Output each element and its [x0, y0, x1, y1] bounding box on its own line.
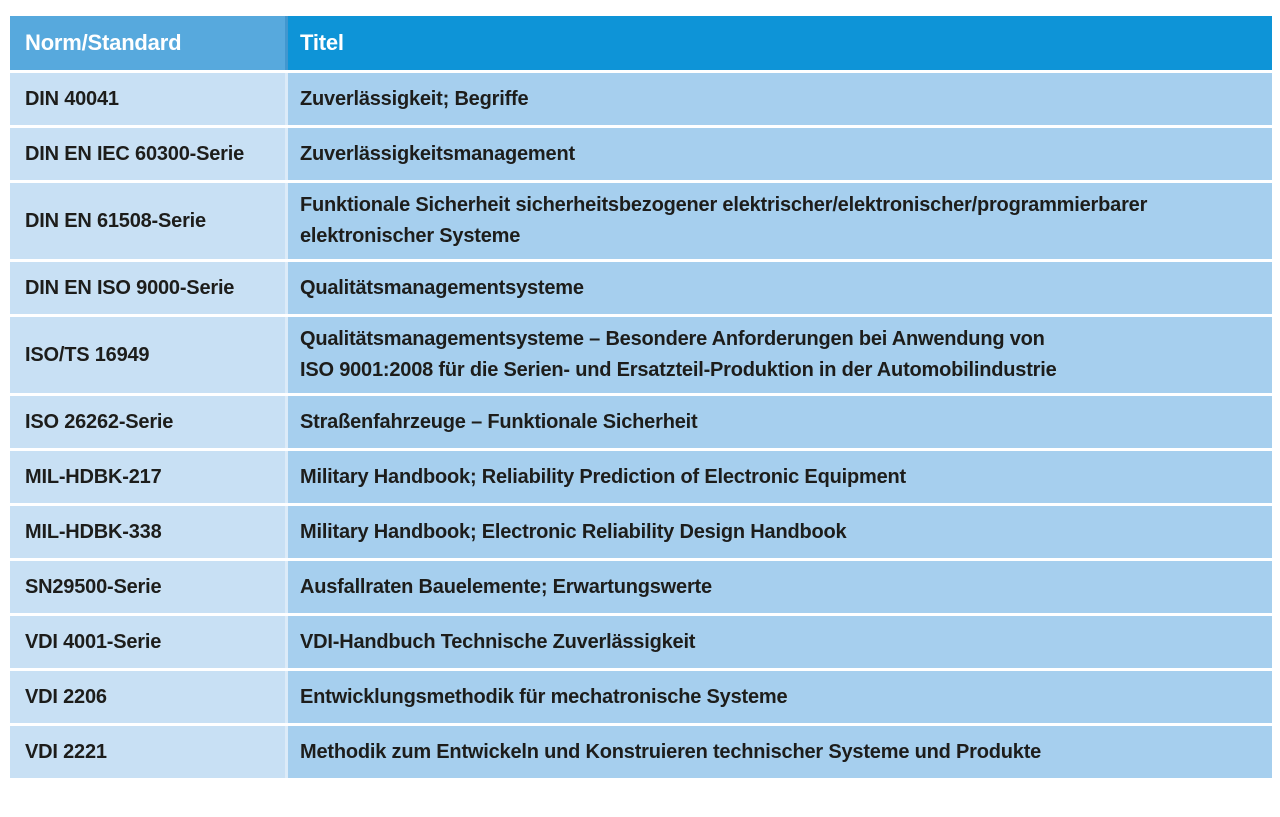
titel-cell: Zuverlässigkeit; Begriffe: [288, 73, 1272, 125]
norm-cell: VDI 4001-Serie: [10, 616, 285, 668]
titel-text: Qualitätsmanagementsysteme: [300, 276, 584, 299]
column-divider: [285, 396, 288, 448]
titel-text: VDI-Handbuch Technische Zuverlässigkeit: [300, 630, 696, 653]
norm-cell: MIL-HDBK-217: [10, 451, 285, 503]
header-row: Norm/Standard Titel: [10, 16, 1272, 70]
column-divider: [285, 262, 288, 314]
norm-text: DIN 40041: [25, 87, 119, 110]
table-row: VDI 2221 Methodik zum Entwickeln und Kon…: [10, 726, 1272, 778]
column-divider: [285, 561, 288, 613]
norm-text: MIL-HDBK-338: [25, 520, 162, 543]
norm-cell: DIN EN ISO 9000-Serie: [10, 262, 285, 314]
table-row: ISO/TS 16949 Qualitätsmanagementsysteme …: [10, 317, 1272, 393]
standards-table: Norm/Standard Titel DIN 40041 Zuverlässi…: [10, 16, 1272, 778]
norm-cell: DIN EN 61508-Serie: [10, 183, 285, 259]
column-divider: [285, 73, 288, 125]
table-row: MIL-HDBK-217 Military Handbook; Reliabil…: [10, 451, 1272, 503]
norm-cell: SN29500-Serie: [10, 561, 285, 613]
titel-text: Ausfallraten Bauelemente; Erwartungswert…: [300, 575, 712, 598]
table-row: VDI 2206 Entwicklungsmethodik für mechat…: [10, 671, 1272, 723]
norm-cell: VDI 2221: [10, 726, 285, 778]
norm-cell: ISO/TS 16949: [10, 317, 285, 393]
titel-cell: Zuverlässigkeitsmanagement: [288, 128, 1272, 180]
norm-cell: VDI 2206: [10, 671, 285, 723]
norm-text: ISO 26262-Serie: [25, 410, 174, 433]
titel-cell: Military Handbook; Reliability Predictio…: [288, 451, 1272, 503]
titel-text: Zuverlässigkeit; Begriffe: [300, 87, 529, 110]
norm-text: VDI 2221: [25, 740, 107, 763]
table-body: DIN 40041 Zuverlässigkeit; Begriffe DIN …: [10, 73, 1272, 778]
table-row: DIN EN 61508-Serie Funktionale Sicherhei…: [10, 183, 1272, 259]
table-row: ISO 26262-Serie Straßenfahrzeuge – Funkt…: [10, 396, 1272, 448]
titel-text: Military Handbook; Electronic Reliabilit…: [300, 520, 847, 543]
titel-cell: Entwicklungsmethodik für mechatronische …: [288, 671, 1272, 723]
norm-text: VDI 4001-Serie: [25, 630, 162, 653]
column-divider: [285, 183, 288, 259]
norm-text: DIN EN 61508-Serie: [25, 209, 206, 232]
header-cell-titel: Titel: [288, 16, 1272, 70]
table-row: MIL-HDBK-338 Military Handbook; Electron…: [10, 506, 1272, 558]
column-divider: [285, 451, 288, 503]
norm-text: MIL-HDBK-217: [25, 465, 162, 488]
norm-cell: MIL-HDBK-338: [10, 506, 285, 558]
norm-text: DIN EN IEC 60300-Serie: [25, 142, 245, 165]
titel-text: Funktionale Sicherheit sicherheitsbezoge…: [300, 194, 1148, 247]
titel-cell: Military Handbook; Electronic Reliabilit…: [288, 506, 1272, 558]
column-divider: [285, 616, 288, 668]
column-divider: [285, 506, 288, 558]
column-divider: [285, 128, 288, 180]
column-divider: [285, 671, 288, 723]
table-row: DIN 40041 Zuverlässigkeit; Begriffe: [10, 73, 1272, 125]
norm-cell: DIN 40041: [10, 73, 285, 125]
table-row: SN29500-Serie Ausfallraten Bauelemente; …: [10, 561, 1272, 613]
titel-cell: Ausfallraten Bauelemente; Erwartungswert…: [288, 561, 1272, 613]
header-label-norm-standard: Norm/Standard: [25, 30, 182, 55]
titel-cell: Qualitätsmanagementsysteme: [288, 262, 1272, 314]
titel-text: Zuverlässigkeitsmanagement: [300, 142, 575, 165]
titel-text: Qualitätsmanagementsysteme – Besondere A…: [300, 328, 1057, 381]
titel-text: Entwicklungsmethodik für mechatronische …: [300, 685, 788, 708]
header-cell-norm-standard: Norm/Standard: [10, 16, 285, 70]
titel-cell: Qualitätsmanagementsysteme – Besondere A…: [288, 317, 1272, 393]
titel-text: Straßenfahrzeuge – Funktionale Sicherhei…: [300, 410, 698, 433]
norm-cell: DIN EN IEC 60300-Serie: [10, 128, 285, 180]
norm-text: DIN EN ISO 9000-Serie: [25, 276, 235, 299]
header-label-titel: Titel: [300, 30, 344, 55]
norm-text: VDI 2206: [25, 685, 107, 708]
norm-cell: ISO 26262-Serie: [10, 396, 285, 448]
table-row: DIN EN IEC 60300-Serie Zuverlässigkeitsm…: [10, 128, 1272, 180]
titel-text: Military Handbook; Reliability Predictio…: [300, 465, 906, 488]
titel-cell: VDI-Handbuch Technische Zuverlässigkeit: [288, 616, 1272, 668]
column-divider: [285, 726, 288, 778]
titel-cell: Funktionale Sicherheit sicherheitsbezoge…: [288, 183, 1272, 259]
table-row: VDI 4001-Serie VDI-Handbuch Technische Z…: [10, 616, 1272, 668]
table-row: DIN EN ISO 9000-Serie Qualitätsmanagemen…: [10, 262, 1272, 314]
titel-text: Methodik zum Entwickeln und Konstruieren…: [300, 740, 1042, 763]
titel-cell: Straßenfahrzeuge – Funktionale Sicherhei…: [288, 396, 1272, 448]
titel-cell: Methodik zum Entwickeln und Konstruieren…: [288, 726, 1272, 778]
table-header: Norm/Standard Titel: [10, 16, 1272, 70]
norm-text: SN29500-Serie: [25, 575, 162, 598]
column-divider: [285, 16, 288, 70]
column-divider: [285, 317, 288, 393]
norm-text: ISO/TS 16949: [25, 343, 150, 366]
